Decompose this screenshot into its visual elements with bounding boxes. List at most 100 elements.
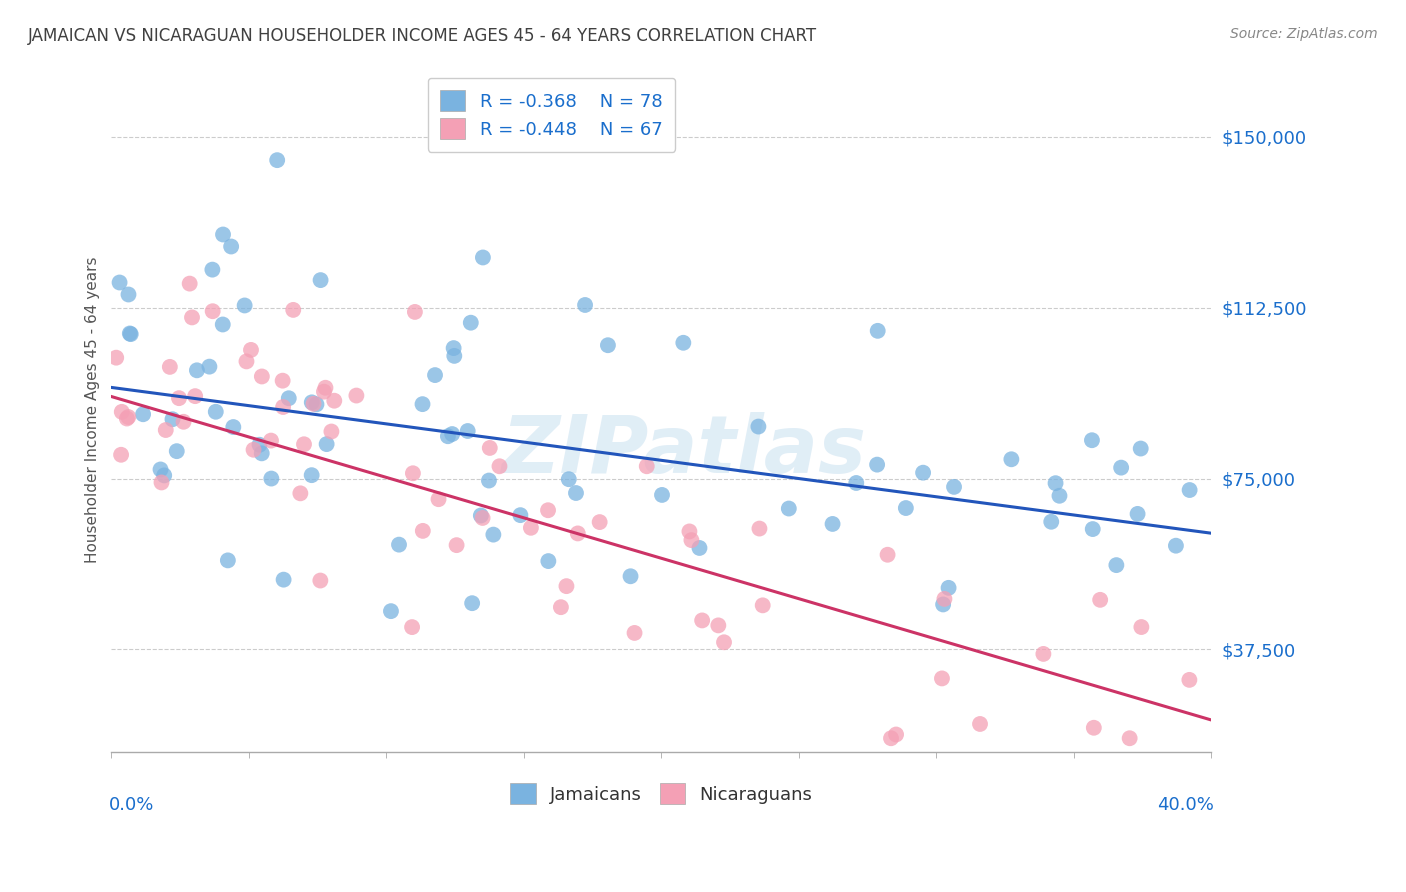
Point [866,458,889,472]
Y-axis label: Householder Income Ages 45 - 64 years: Householder Income Ages 45 - 64 years [86,257,100,564]
Point [388,538,411,552]
Point [520,521,543,535]
Point [866,324,889,338]
Point [402,467,425,481]
Point [115,411,138,425]
Point [471,251,494,265]
Point [688,541,710,555]
Point [446,538,468,552]
Point [1045,476,1067,491]
Point [167,391,190,405]
Point [260,472,283,486]
Point [681,533,703,548]
Point [260,434,283,448]
Point [309,273,332,287]
Point [596,338,619,352]
Point [150,475,173,490]
Point [108,276,131,290]
Point [290,486,312,500]
Point [934,591,956,606]
Point [179,277,201,291]
Point [181,310,204,325]
Point [249,438,271,452]
Point [821,516,844,531]
Point [149,462,172,476]
Point [912,466,935,480]
Point [461,596,484,610]
Point [537,503,560,517]
Point [619,569,641,583]
Point [204,405,226,419]
Point [301,468,323,483]
Point [111,405,134,419]
Point [117,409,139,424]
Point [565,486,588,500]
Point [273,573,295,587]
Point [184,389,207,403]
Point [460,316,482,330]
Point [938,581,960,595]
Point [233,298,256,312]
Point [162,412,184,426]
Point [636,459,658,474]
Point [283,302,305,317]
Point [266,153,288,168]
Point [1081,434,1104,448]
Point [457,424,479,438]
Point [105,351,128,365]
Point [588,515,610,529]
Point [478,441,501,455]
Point [441,427,464,442]
Point [212,227,235,242]
Point [482,527,505,541]
Point [219,239,242,253]
Point [555,579,578,593]
Point [250,369,273,384]
Point [301,395,323,409]
Point [747,419,769,434]
Point [651,488,673,502]
Point [478,474,501,488]
Point [155,423,177,437]
Point [302,397,325,411]
Point [305,397,328,411]
Point [690,614,713,628]
Point [567,526,589,541]
Point [235,354,257,368]
Point [751,599,773,613]
Text: ZIPatlas: ZIPatlas [501,412,866,491]
Point [488,459,510,474]
Point [537,554,560,568]
Point [401,620,423,634]
Point [271,400,294,414]
Point [509,508,531,523]
Point [315,437,337,451]
Point [778,501,800,516]
Point [443,349,465,363]
Point [186,363,208,377]
Point [312,384,335,399]
Text: Source: ZipAtlas.com: Source: ZipAtlas.com [1230,27,1378,41]
Point [550,600,572,615]
Point [1049,489,1071,503]
Point [470,508,492,523]
Point [932,598,955,612]
Point [321,425,343,439]
Point [1083,721,1105,735]
Point [110,448,132,462]
Point [166,444,188,458]
Point [222,420,245,434]
Point [443,341,465,355]
Point [894,501,917,516]
Point [201,304,224,318]
Point [437,429,460,443]
Point [574,298,596,312]
Point [380,604,402,618]
Point [292,437,315,451]
Point [713,635,735,649]
Point [1129,442,1152,456]
Point [118,326,141,341]
Point [1040,515,1063,529]
Point [173,415,195,429]
Point [876,548,898,562]
